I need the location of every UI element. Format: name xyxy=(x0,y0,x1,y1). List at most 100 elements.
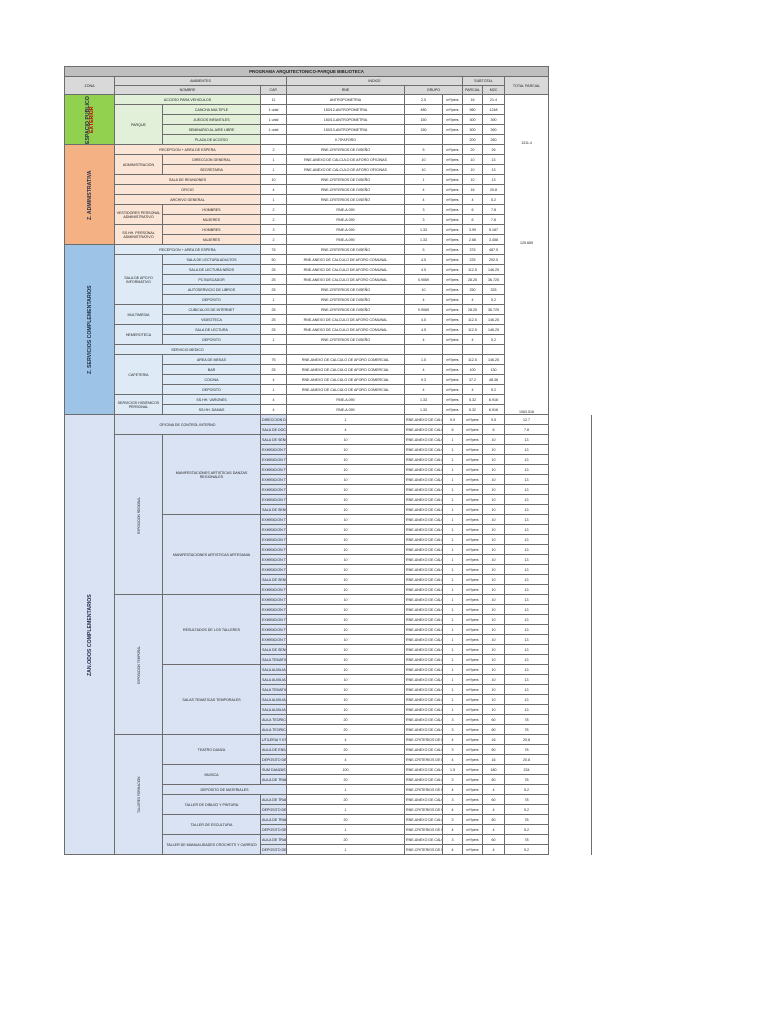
parcial-cell: 10 xyxy=(482,444,505,455)
table-row: DEPOSITO 1 RNE-ANEXO DE CALCULO DE AFORO C… xyxy=(65,384,592,395)
parcial-cell: 28.25 xyxy=(462,274,483,285)
room-name: EXHIBICION TEMATICA TONDERO xyxy=(260,464,287,475)
room-name: EXHIBICION TEMATICA LITURGIA 1 xyxy=(260,454,287,465)
parcial-cell: 4 xyxy=(462,384,483,395)
m2c-cell: 5.2 xyxy=(503,844,550,855)
rne-cell: 150/13-ANTROPOMETRIA xyxy=(286,124,405,135)
group-label: ADMINISTRACION xyxy=(114,154,163,175)
unit-cell: m²/pers xyxy=(462,844,483,855)
header-nombre: NOMBRE xyxy=(114,85,261,95)
grupo-cell: 10 xyxy=(404,284,443,295)
unit-cell: m²/pers xyxy=(442,404,463,415)
table-row: TALLERES FORMACION TEATRO DANZA UTILERIA Y… xyxy=(65,734,592,855)
unit-cell: m²/pers xyxy=(442,394,463,405)
m2c-cell: 13 xyxy=(503,494,550,505)
table-row: MANIFESTACIONES ARTISTICAS ARTESANIA EXHI… xyxy=(65,514,592,595)
capacity-cell: 1 unid xyxy=(260,124,287,135)
capacity-cell: 2 xyxy=(260,214,287,225)
unit-cell: m²/pers xyxy=(462,574,483,585)
capacity-cell: 1 xyxy=(286,844,405,855)
rne-cell: RNE-CRITERIOS DE DISEÑO xyxy=(404,804,443,815)
rne-cell: RNE-ANEXO DE CALCULO DE AFORO EDUCACION xyxy=(404,604,443,615)
group-label: SERVICIO MEDICO xyxy=(114,344,261,355)
parcial-cell: 9.5 xyxy=(482,414,505,425)
m2c-cell: 5.2 xyxy=(482,384,505,395)
capacity-cell: 10 xyxy=(286,614,405,625)
room-name: SALA DE SENSIBILIZACION xyxy=(260,504,287,515)
parcial-cell: 10 xyxy=(482,644,505,655)
room-name: CUBICULOS DE INTERNET xyxy=(162,304,261,315)
room-name: SALA AUXILIAR 2 xyxy=(260,704,287,715)
room-name: UTILERIA Y ESCENOGRAFIA xyxy=(260,734,287,745)
capacity-cell: 10 xyxy=(286,704,405,715)
parcial-cell: 60 xyxy=(482,744,505,755)
grupo-cell: 10 xyxy=(404,164,443,175)
parcial-cell: 10 xyxy=(462,154,483,165)
parcial-cell: 10 xyxy=(482,524,505,535)
room-name: SALA DE SENSIBILIZACION xyxy=(260,574,287,585)
grupo-cell: 1 xyxy=(442,644,463,655)
group-label: HEMEROTECA xyxy=(114,324,163,345)
sub-zone-label: TALLERES FORMACION xyxy=(114,734,163,855)
parcial-cell: 60 xyxy=(482,834,505,845)
sub-zone-label: EXPOSICION REGIONAL xyxy=(114,434,163,595)
grupo-cell: 9.3 xyxy=(404,374,443,385)
unit-cell: m²/pers xyxy=(462,804,483,815)
room-name: RECEPCION + AREA DE ESPERA xyxy=(114,244,261,255)
table-row: Z. ADMINISTRATIVA RECEPCION + AREA DE ESP… xyxy=(64,144,592,245)
parcial-cell: 6 xyxy=(462,214,483,225)
rne-cell: RNE-ANEXO DE CALCULO DE AFORO COMUNAL xyxy=(286,264,405,275)
rne-cell: RNE-ANEXO DE CALCULO DE AFORO COMUNAL xyxy=(286,324,405,335)
capacity-cell: 10 xyxy=(286,504,405,515)
header-parcial: PARCIAL xyxy=(462,85,483,95)
room-name: DIRECCION DE FORMACION ARTISTICA xyxy=(260,414,287,425)
unit-cell: m²/pers xyxy=(462,644,483,655)
m2c-cell: 13 xyxy=(503,584,550,595)
m2c-cell: 13 xyxy=(503,674,550,685)
capacity-cell: 10 xyxy=(286,644,405,655)
grupo-cell: 1 xyxy=(442,654,463,665)
parcial-cell: 10 xyxy=(482,534,505,545)
table-row: SS.HH. DAMAS 4 RNE-A.090 1.33 m²/pers 5.32 6.9… xyxy=(65,404,592,415)
m2c-cell: 78 xyxy=(503,834,550,845)
header-indice: INDICE xyxy=(286,76,463,86)
m2c-cell: 13 xyxy=(503,604,550,615)
m2c-cell: 13 xyxy=(503,654,550,665)
capacity-cell: 11 xyxy=(260,94,287,105)
grupo-cell: 1.5 xyxy=(404,354,443,365)
grupo-cell: 1 xyxy=(442,484,463,495)
rne-cell: RNE-ANEXO DE CALCULO DE AFORO EDUCACION xyxy=(404,714,443,725)
rne-cell: RNE-ANEXO DE CALCULO DE AFORO EDUCACION xyxy=(404,414,443,425)
parcial-cell: 16 xyxy=(462,184,483,195)
table-row: DEPOSITO DE INSTRUMENTOS4RNE-CRITERIOS D… xyxy=(65,754,592,765)
capacity-cell: 25 xyxy=(260,304,287,315)
unit-cell: m²/pers xyxy=(442,224,463,235)
m2c-cell: 13 xyxy=(503,644,550,655)
parcial-cell: 375 xyxy=(462,244,483,255)
group-label: SERVICIOS HIGIENICOS PERSONAL xyxy=(114,394,163,415)
m2c-cell: 146.25 xyxy=(482,324,505,335)
capacity-cell: 1 xyxy=(260,334,287,345)
capacity-cell: 25 xyxy=(260,274,287,285)
grupo-cell: 4 xyxy=(442,754,463,765)
unit-cell: m²/pers xyxy=(442,274,463,285)
group-label: MANIFESTACIONES ARTISTICAS DANZAS REGION… xyxy=(162,434,261,515)
grupo-cell: 1 xyxy=(442,564,463,575)
unit-cell: m²/pers xyxy=(442,364,463,375)
m2c-cell: 13 xyxy=(503,614,550,625)
m2c-cell: 325 xyxy=(482,284,505,295)
grupo-cell: 10 xyxy=(404,154,443,165)
parcial-cell: 200 xyxy=(462,134,483,145)
room-name: EXHIBICION TEMATICA TEXTILES Y TEJIDOS xyxy=(260,514,287,525)
capacity-cell: 1 xyxy=(286,784,405,795)
parcial-cell: 960 xyxy=(462,104,483,115)
room-name: PLAZA DE ACCESO xyxy=(162,134,261,145)
room-name: SALA DE LECTURA xyxy=(162,324,261,335)
table-row: EXPOSICION TEMPORAL RESULTADOS DE LOS TAL… xyxy=(65,594,592,735)
parcial-cell: 6 xyxy=(462,204,483,215)
grupo-cell: 1 xyxy=(442,674,463,685)
grupo-cell: 4 xyxy=(442,784,463,795)
m2c-cell: 130 xyxy=(482,364,505,375)
unit-cell: m²/pers xyxy=(442,384,463,395)
